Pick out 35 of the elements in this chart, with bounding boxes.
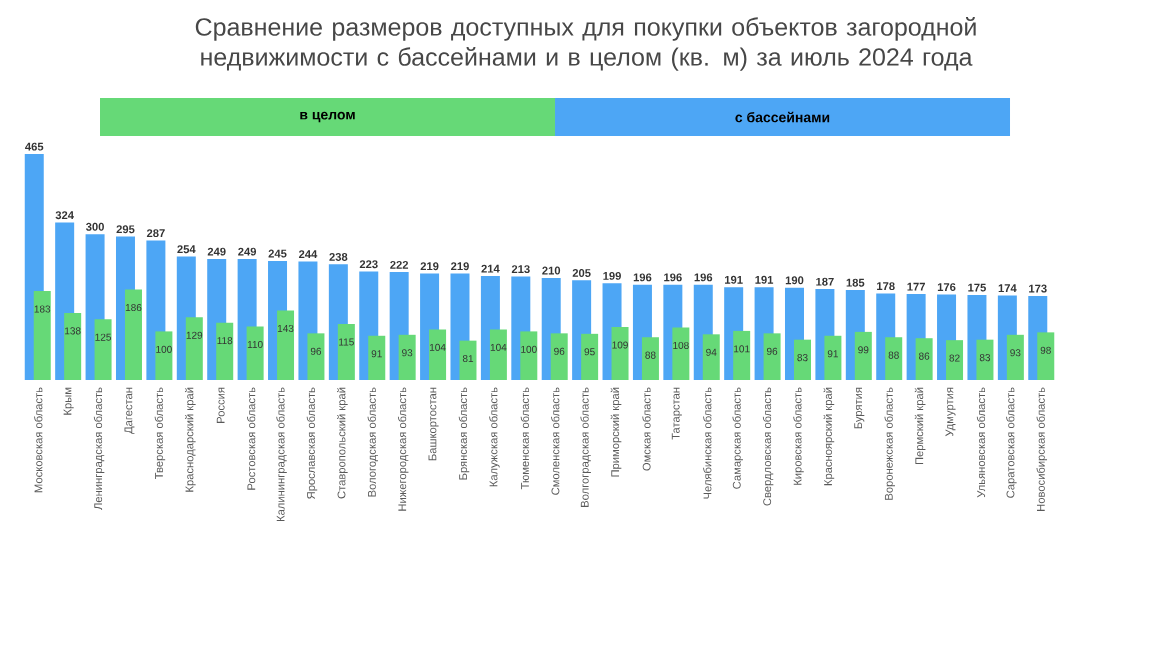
- bar: [611, 327, 629, 380]
- bar: [337, 324, 355, 380]
- bar: [824, 335, 842, 380]
- bar: [854, 331, 872, 380]
- chart-title: Сравнение размеров доступных для покупки объектов загородной недвижимости с бассейнами и в целом (кв. м) за июль 2024 года: [195, 17, 976, 71]
- bar: [581, 333, 599, 380]
- bar: [794, 339, 811, 380]
- bar: [429, 329, 447, 380]
- bar: [915, 338, 933, 380]
- bar: [976, 339, 994, 380]
- bar: [185, 317, 203, 380]
- bar: [216, 322, 234, 380]
- bar: [246, 326, 264, 380]
- bar: [398, 334, 416, 380]
- bar: [124, 289, 142, 380]
- bar: [1037, 332, 1055, 380]
- bar: [1006, 334, 1024, 380]
- bar: [368, 335, 386, 380]
- bar: [489, 329, 507, 380]
- bar: [946, 340, 964, 380]
- bar: [641, 337, 659, 380]
- bar: [733, 330, 751, 380]
- bar: [885, 337, 903, 380]
- bar: [459, 340, 477, 380]
- bar: [702, 334, 720, 380]
- bar: [520, 331, 538, 380]
- bar: [763, 333, 781, 380]
- bar: [550, 333, 568, 380]
- bar: [307, 333, 325, 380]
- bar: [94, 319, 112, 380]
- bar: [64, 312, 82, 380]
- bar: [672, 327, 690, 380]
- bar: [277, 310, 295, 380]
- bar: [155, 331, 173, 380]
- bar: [33, 291, 51, 380]
